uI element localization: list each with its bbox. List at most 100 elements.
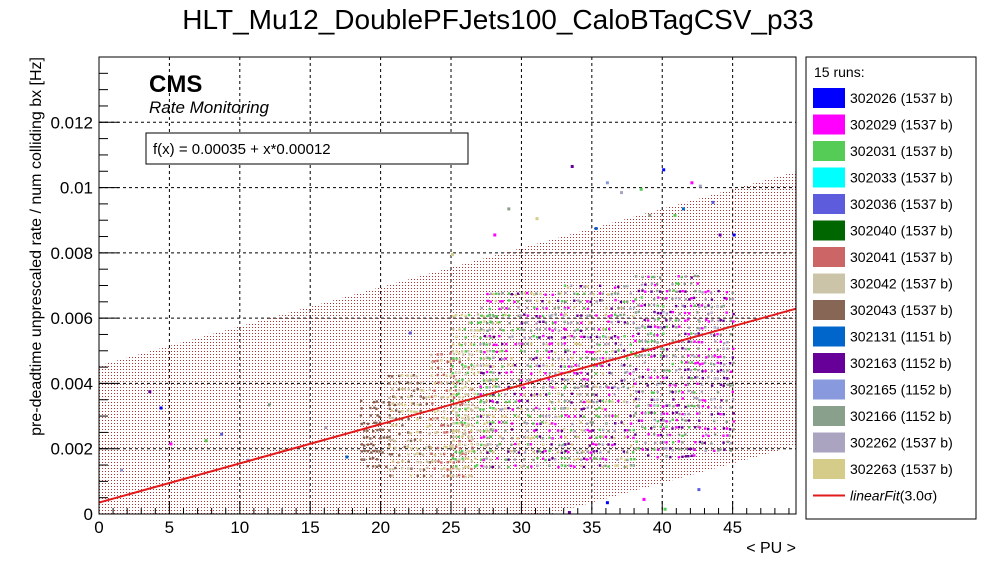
data-point xyxy=(707,320,710,323)
data-point xyxy=(446,360,449,364)
data-point xyxy=(554,415,557,419)
data-point xyxy=(440,382,443,385)
data-point xyxy=(554,313,557,316)
data-point xyxy=(574,435,577,438)
data-point xyxy=(688,426,691,429)
data-point xyxy=(560,429,563,433)
data-point xyxy=(547,336,550,339)
data-point xyxy=(429,446,433,449)
data-point xyxy=(482,329,486,332)
data-point xyxy=(532,450,535,453)
data-point xyxy=(716,326,719,330)
data-point xyxy=(409,432,413,435)
data-point xyxy=(548,314,551,317)
data-point xyxy=(489,394,492,397)
data-point xyxy=(449,352,452,355)
data-point xyxy=(496,444,499,447)
data-point xyxy=(629,292,632,295)
data-point xyxy=(492,415,495,418)
data-point xyxy=(650,411,653,414)
legend-swatch xyxy=(813,167,845,188)
legend-label: 302262 (1537 b) xyxy=(850,435,953,451)
data-point xyxy=(566,407,570,410)
data-point xyxy=(629,393,633,396)
data-point xyxy=(533,393,536,397)
data-point xyxy=(684,368,687,372)
data-point xyxy=(535,422,539,426)
data-point xyxy=(523,393,526,396)
data-point xyxy=(729,333,732,336)
data-point xyxy=(567,511,571,514)
data-point xyxy=(550,336,553,339)
data-point xyxy=(662,376,665,380)
data-point xyxy=(513,414,517,417)
data-point xyxy=(458,422,461,425)
data-point xyxy=(677,404,680,407)
data-point xyxy=(451,399,455,402)
data-point xyxy=(497,385,501,388)
data-point xyxy=(415,375,419,378)
data-point xyxy=(489,465,492,469)
data-point xyxy=(611,414,614,418)
data-point xyxy=(489,458,492,461)
data-point xyxy=(564,385,567,388)
data-point xyxy=(641,289,644,292)
data-point xyxy=(582,307,586,310)
data-point xyxy=(653,283,657,287)
data-point xyxy=(595,357,598,361)
data-point xyxy=(532,408,535,411)
data-point xyxy=(452,357,455,360)
data-point xyxy=(729,319,732,323)
data-point xyxy=(629,458,633,461)
legend-swatch xyxy=(813,432,845,453)
data-point xyxy=(598,399,602,402)
data-point xyxy=(391,423,394,427)
data-point xyxy=(522,386,526,389)
data-point xyxy=(678,333,681,336)
data-point xyxy=(548,400,552,403)
fit-formula: f(x) = 0.00035 + x*0.00012 xyxy=(153,141,331,158)
data-point xyxy=(607,336,611,339)
data-point xyxy=(400,374,404,377)
data-point xyxy=(511,335,514,338)
data-point xyxy=(573,351,576,354)
data-point xyxy=(502,329,505,332)
data-point xyxy=(513,364,517,367)
data-point xyxy=(510,293,514,296)
data-point xyxy=(611,357,614,360)
data-point xyxy=(639,187,643,191)
data-point xyxy=(709,291,713,294)
data-point xyxy=(698,426,702,429)
data-point xyxy=(451,465,454,469)
data-point xyxy=(586,314,589,317)
data-point xyxy=(452,314,455,318)
data-point xyxy=(505,371,508,374)
data-point xyxy=(722,413,725,416)
data-point xyxy=(698,412,701,415)
data-point xyxy=(504,313,507,317)
data-point xyxy=(585,350,588,353)
data-point xyxy=(360,399,363,402)
data-point xyxy=(619,313,622,317)
data-point xyxy=(554,422,557,426)
data-point xyxy=(220,432,224,436)
data-point xyxy=(640,296,644,299)
data-point xyxy=(616,314,619,318)
data-point xyxy=(488,314,491,317)
data-point xyxy=(366,443,370,446)
data-point xyxy=(707,427,710,431)
data-point xyxy=(665,425,668,428)
data-point xyxy=(622,349,626,352)
data-point xyxy=(701,291,704,294)
data-point xyxy=(538,407,541,411)
data-point xyxy=(394,466,397,470)
data-point xyxy=(449,468,452,471)
data-point xyxy=(576,322,579,325)
data-point xyxy=(684,405,687,409)
data-point xyxy=(204,439,208,443)
data-point xyxy=(523,291,527,295)
data-point xyxy=(376,414,379,417)
data-point xyxy=(460,449,464,453)
data-point xyxy=(529,329,533,332)
data-point xyxy=(580,335,583,338)
